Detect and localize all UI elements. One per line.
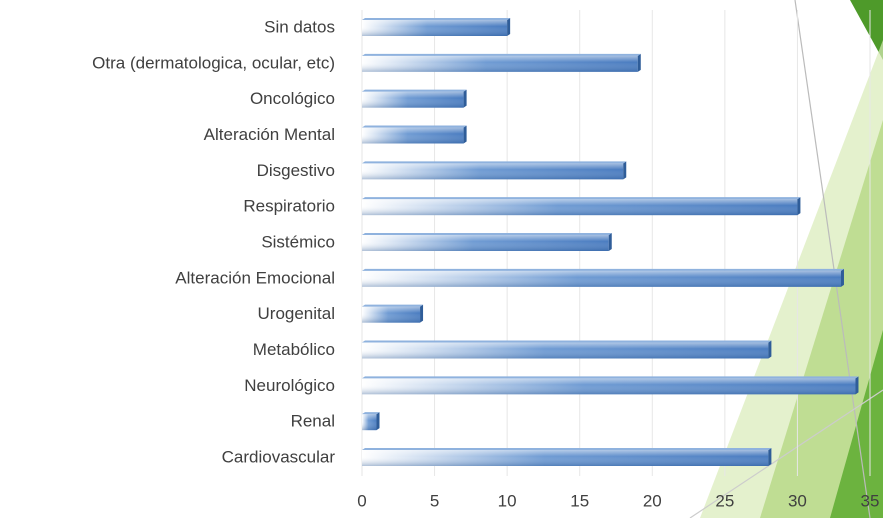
bar-cap (608, 233, 612, 251)
bar-shine (362, 91, 464, 108)
bar (362, 197, 801, 216)
bar-top (362, 376, 859, 379)
bar-cap (768, 340, 772, 359)
bar-shine (362, 414, 377, 431)
bar-top (362, 233, 612, 235)
y-tick-label: Renal (291, 412, 335, 431)
bar-top (362, 89, 467, 92)
bar-shine (362, 55, 638, 72)
bar-cap (463, 125, 467, 144)
y-tick-label: Oncológico (250, 89, 335, 108)
bar-shine (362, 450, 769, 466)
x-tick-label: 0 (357, 491, 366, 510)
bar-cap (507, 18, 511, 36)
bar-top (362, 412, 380, 415)
bar-top (362, 161, 627, 164)
bar-top (362, 304, 424, 307)
y-tick-label: Urogenital (258, 304, 336, 323)
bar-cap (855, 376, 859, 395)
x-tick-label: 35 (861, 491, 880, 510)
bar (362, 125, 467, 144)
bar-cap (463, 89, 467, 108)
y-tick-label: Disgestivo (257, 161, 335, 180)
bar-shine (362, 235, 609, 251)
bar-shine (362, 270, 841, 287)
x-tick-label: 30 (788, 491, 807, 510)
bar-top (362, 53, 641, 56)
bar-shine (362, 306, 421, 323)
y-tick-label: Sin datos (264, 17, 335, 36)
bar (362, 340, 772, 359)
bar-top (362, 18, 511, 20)
bar-shine (362, 378, 856, 395)
bar (362, 161, 627, 180)
bar-cap (637, 53, 641, 72)
y-tick-label: Alteración Emocional (175, 268, 335, 287)
x-tick-label: 5 (430, 491, 439, 510)
bar-cap (420, 304, 424, 323)
bar-top (362, 268, 844, 271)
bar-top (362, 448, 772, 450)
y-tick-label: Alteración Mental (204, 125, 335, 144)
x-tick-label: 10 (498, 491, 517, 510)
bar-top (362, 197, 801, 200)
bar-shine (362, 20, 508, 36)
bar (362, 376, 859, 395)
bar-cap (623, 161, 627, 180)
bar (362, 412, 380, 431)
bar-cap (376, 412, 380, 431)
bar (362, 233, 612, 251)
bar (362, 89, 467, 108)
bar-shine (362, 163, 624, 180)
y-tick-label: Cardiovascular (222, 447, 336, 466)
y-tick-label: Otra (dermatologica, ocular, etc) (92, 53, 335, 72)
bar-shine (362, 342, 769, 359)
y-tick-label: Metabólico (253, 340, 335, 359)
x-tick-label: 25 (715, 491, 734, 510)
bar (362, 304, 424, 323)
decoration (689, 0, 883, 518)
bar (362, 53, 641, 72)
bar-cap (840, 268, 844, 287)
bar-shine (362, 127, 464, 144)
y-tick-label: Sistémico (261, 232, 335, 251)
bar-cap (768, 448, 772, 466)
bar-top (362, 125, 467, 128)
bar (362, 18, 511, 36)
bar-top (362, 340, 772, 343)
bar (362, 268, 844, 287)
y-tick-label: Respiratorio (243, 197, 335, 216)
bar-shine (362, 199, 798, 216)
bar (362, 448, 772, 466)
x-tick-label: 20 (643, 491, 662, 510)
x-tick-label: 15 (570, 491, 589, 510)
y-tick-label: Neurológico (244, 376, 335, 395)
bars (362, 18, 859, 466)
bar-cap (797, 197, 801, 216)
